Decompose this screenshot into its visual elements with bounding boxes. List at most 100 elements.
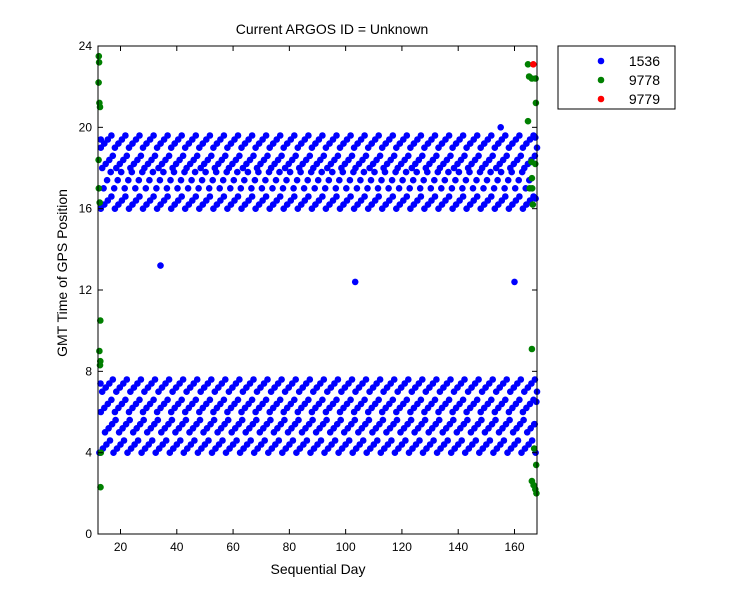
data-point-1536 (390, 152, 398, 160)
y-tick-label: 24 (79, 39, 93, 53)
data-point-1536 (206, 193, 214, 200)
data-point-9778 (524, 117, 532, 125)
data-point-1536 (306, 152, 314, 160)
data-point-1536 (388, 176, 396, 184)
data-point-1536 (122, 396, 129, 404)
data-point-1536 (464, 416, 471, 424)
legend-marker-9779 (597, 95, 605, 103)
data-point-9778 (528, 345, 536, 353)
data-point-1536 (248, 185, 255, 192)
data-point-1536 (151, 376, 159, 383)
data-point-1536 (431, 176, 438, 184)
data-point-1536 (123, 376, 131, 383)
data-point-1536 (219, 437, 226, 444)
data-point-1536 (321, 185, 329, 192)
x-tick-label: 40 (170, 540, 184, 554)
data-point-1536 (494, 176, 501, 184)
data-point-1536 (503, 152, 511, 160)
y-tick-label: 16 (79, 202, 93, 216)
data-point-1536 (174, 185, 181, 192)
legend-label-1536: 1536 (629, 53, 660, 69)
data-point-1536 (219, 176, 227, 184)
data-point-1536 (516, 132, 523, 139)
data-point-1536 (206, 132, 214, 139)
data-point-1536 (303, 437, 311, 444)
data-point-1536 (234, 396, 242, 404)
data-point-1536 (376, 152, 384, 160)
data-point-1536 (402, 437, 409, 444)
plot-area (98, 46, 537, 534)
data-point-1536 (150, 396, 157, 404)
data-point-1536 (269, 185, 276, 192)
data-point-1536 (502, 132, 509, 139)
data-point-1536 (483, 176, 491, 184)
data-point-1536 (281, 416, 288, 424)
data-point-9778 (529, 201, 537, 208)
data-point-9778 (532, 75, 539, 82)
data-point-9778 (95, 52, 103, 60)
data-point-1536 (121, 185, 128, 192)
data-point-1536 (371, 168, 378, 176)
data-point-1536 (413, 168, 421, 176)
data-point-1536 (473, 193, 481, 200)
data-point-1536 (196, 416, 204, 424)
data-point-1536 (150, 193, 157, 200)
data-point-1536 (365, 416, 373, 424)
data-point-1536 (480, 185, 487, 192)
data-point-1536 (334, 152, 342, 160)
data-point-1536 (136, 396, 143, 404)
data-point-1536 (236, 152, 243, 160)
data-point-1536 (419, 152, 426, 160)
data-point-1536 (409, 176, 417, 184)
data-point-1536 (347, 132, 354, 139)
data-point-1536 (278, 376, 285, 383)
data-point-1536 (395, 185, 403, 192)
data-point-1536 (244, 168, 252, 176)
data-point-1536 (317, 437, 325, 444)
data-point-1536 (250, 152, 257, 160)
data-point-1536 (458, 437, 466, 444)
data-point-1536 (331, 437, 339, 444)
data-point-1536 (431, 132, 439, 139)
x-tick-label: 60 (226, 540, 240, 554)
data-point-1536 (334, 376, 342, 383)
data-point-1536 (134, 437, 142, 444)
data-point-1536 (148, 437, 156, 444)
data-point-9778 (96, 347, 103, 355)
data-point-1536 (445, 396, 453, 404)
data-point-1536 (193, 376, 201, 383)
data-point-1536 (179, 152, 187, 160)
data-point-1536 (177, 176, 185, 184)
data-point-1536 (405, 376, 412, 383)
data-point-1536 (206, 396, 214, 404)
data-point-1536 (248, 193, 256, 200)
data-point-1536 (108, 396, 115, 404)
data-point-1536 (441, 176, 449, 184)
data-point-1536 (431, 396, 439, 404)
x-tick-label: 20 (114, 540, 128, 554)
data-point-1536 (248, 132, 256, 139)
data-point-1536 (291, 396, 298, 404)
legend-marker-9778 (597, 76, 605, 84)
data-point-1536 (473, 132, 481, 139)
data-point-1536 (178, 396, 185, 404)
chart-title: Current ARGOS ID = Unknown (236, 21, 429, 37)
data-point-1536 (346, 176, 354, 184)
data-point-9778 (95, 59, 103, 66)
data-point-1536 (361, 396, 368, 404)
data-point-1536 (528, 437, 536, 444)
data-point-1536 (179, 376, 187, 383)
data-point-1536 (406, 185, 414, 192)
data-point-1536 (497, 168, 505, 176)
data-point-1536 (108, 193, 115, 200)
data-point-1536 (473, 176, 480, 184)
legend-marker-1536 (597, 57, 605, 65)
data-point-1536 (208, 152, 215, 160)
data-point-1536 (182, 416, 190, 424)
data-point-1536 (108, 132, 115, 139)
data-point-9779 (530, 61, 537, 68)
data-point-1536 (469, 185, 477, 192)
legend-label-9778: 9778 (629, 72, 660, 88)
data-point-1536 (97, 380, 104, 387)
data-point-1536 (389, 396, 397, 404)
